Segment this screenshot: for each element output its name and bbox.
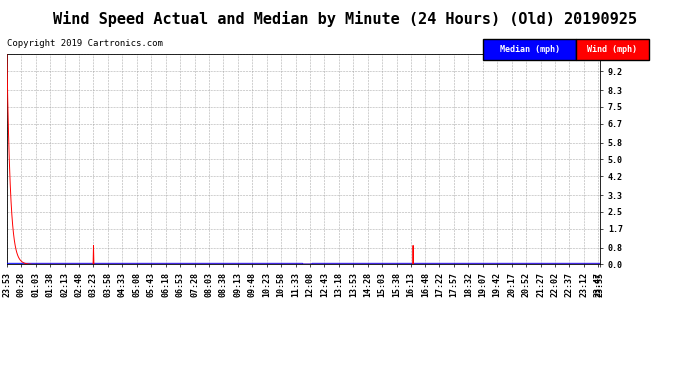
- Text: Median (mph): Median (mph): [500, 45, 560, 54]
- Text: Copyright 2019 Cartronics.com: Copyright 2019 Cartronics.com: [7, 39, 163, 48]
- Text: Wind Speed Actual and Median by Minute (24 Hours) (Old) 20190925: Wind Speed Actual and Median by Minute (…: [53, 11, 637, 27]
- Text: Wind (mph): Wind (mph): [587, 45, 638, 54]
